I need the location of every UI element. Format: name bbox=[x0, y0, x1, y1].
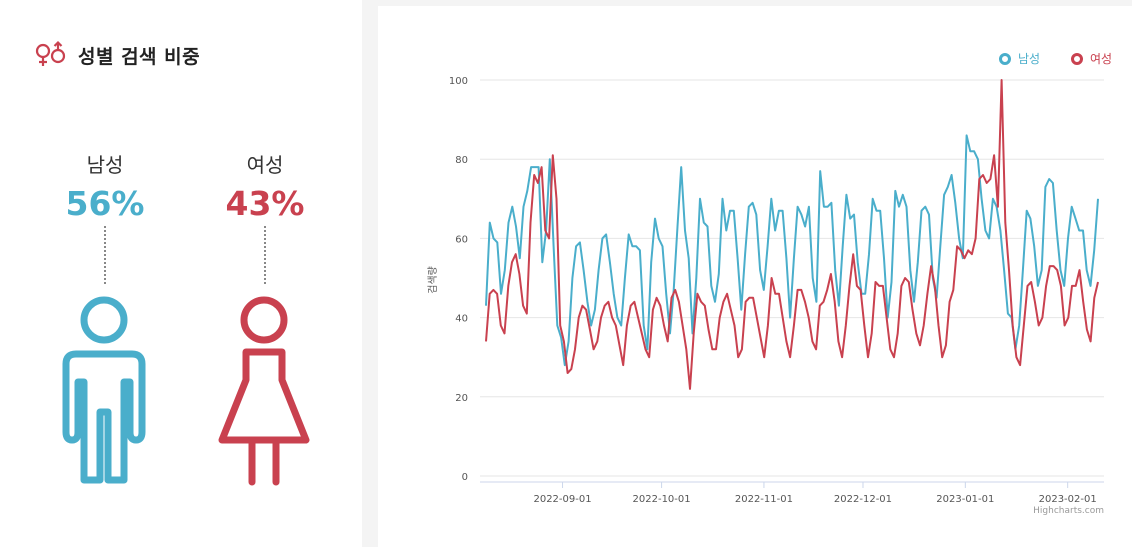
female-percent: 43% bbox=[225, 184, 305, 223]
legend-marker[interactable] bbox=[999, 53, 1011, 65]
y-axis-label: 검색량 bbox=[427, 266, 439, 294]
male-label: 남성 bbox=[86, 153, 124, 177]
female-connector bbox=[264, 226, 266, 284]
y-tick-label: 60 bbox=[455, 234, 468, 245]
x-tick-label: 2023-01-01 bbox=[936, 494, 994, 505]
y-tick-label: 20 bbox=[455, 393, 468, 404]
legend-label[interactable]: 여성 bbox=[1090, 52, 1112, 66]
female-figure-icon bbox=[218, 296, 310, 486]
male-stat: 남성 56% bbox=[50, 150, 160, 224]
x-tick-label: 2022-11-01 bbox=[735, 494, 793, 505]
male-connector bbox=[104, 226, 106, 284]
widget-title: 성별 검색 비중 bbox=[78, 45, 201, 68]
male-percent: 56% bbox=[65, 184, 145, 223]
legend-marker[interactable] bbox=[1071, 53, 1083, 65]
series-line bbox=[485, 79, 1099, 390]
female-stat: 여성 43% bbox=[210, 150, 320, 224]
female-label: 여성 bbox=[246, 153, 284, 177]
chart-credit: Highcharts.com bbox=[1033, 506, 1104, 516]
y-tick-label: 100 bbox=[449, 76, 468, 87]
legend-label[interactable]: 남성 bbox=[1018, 52, 1040, 66]
x-tick-label: 2022-09-01 bbox=[533, 494, 591, 505]
x-tick-label: 2023-02-01 bbox=[1039, 494, 1097, 505]
y-tick-label: 80 bbox=[455, 155, 468, 166]
gender-panel: 성별 검색 비중 남성 56% 여성 43% bbox=[0, 0, 362, 547]
x-tick-label: 2022-10-01 bbox=[633, 494, 691, 505]
series-line bbox=[485, 134, 1099, 367]
y-tick-label: 0 bbox=[462, 472, 468, 483]
widget-header: 성별 검색 비중 bbox=[34, 40, 200, 70]
male-figure-icon bbox=[62, 296, 146, 484]
y-tick-label: 40 bbox=[455, 314, 468, 325]
gender-icon bbox=[35, 40, 66, 66]
x-tick-label: 2022-12-01 bbox=[834, 494, 892, 505]
